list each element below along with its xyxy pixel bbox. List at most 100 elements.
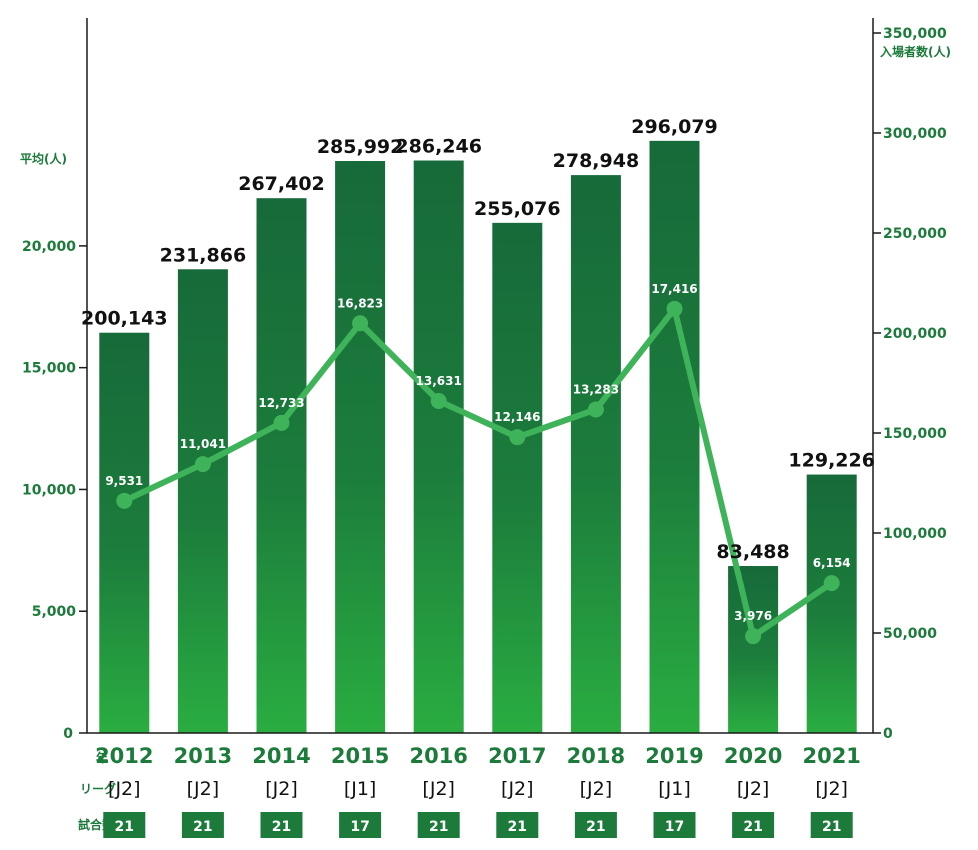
league-label: [J1]	[344, 778, 377, 800]
league-label: [J2]	[265, 778, 298, 800]
bar-value-label: 231,866	[160, 244, 247, 266]
average-point-2013	[194, 456, 211, 473]
games-count: 21	[429, 819, 448, 835]
bar-value-label: 129,226	[788, 450, 875, 472]
games-count: 21	[586, 819, 605, 835]
bars-layer	[99, 140, 857, 734]
games-badge	[260, 812, 303, 838]
average-value-label: 9,531	[105, 474, 143, 488]
right-tick-label: 0	[883, 726, 893, 742]
games-badge	[810, 812, 853, 838]
bar-2013	[177, 269, 228, 733]
right-tick-label: 100,000	[883, 526, 947, 542]
left-axis-title: 平均(人)	[20, 151, 67, 166]
average-value-label: 6,154	[813, 556, 851, 570]
league-label: [J2]	[737, 778, 770, 800]
right-tick-label: 200,000	[883, 326, 947, 342]
games-badge	[732, 812, 775, 838]
left-tick-label: 20,000	[22, 239, 76, 255]
left-tick-label: 0	[63, 726, 73, 742]
average-value-label: 13,283	[573, 382, 619, 396]
games-count: 17	[350, 819, 369, 835]
bar-2012	[99, 332, 150, 733]
league-label: [J2]	[422, 778, 455, 800]
league-label: [J2]	[501, 778, 534, 800]
left-tick-label: 15,000	[22, 361, 76, 377]
bar-2021	[806, 474, 857, 733]
bar-2018	[570, 175, 621, 733]
league-label: [J1]	[658, 778, 691, 800]
games-count: 21	[272, 819, 291, 835]
average-value-label: 17,416	[651, 282, 697, 296]
games-badge	[496, 812, 539, 838]
average-point-2012	[116, 492, 133, 509]
average-value-label: 13,631	[416, 374, 462, 388]
year-label: 2017	[488, 744, 546, 768]
games-count: 21	[193, 819, 212, 835]
average-value-label: 12,733	[258, 396, 304, 410]
league-label: [J2]	[580, 778, 613, 800]
bar-value-label: 83,488	[716, 541, 789, 563]
year-label: 2016	[409, 744, 467, 768]
games-badge	[103, 812, 146, 838]
right-tick-label: 300,000	[883, 126, 947, 142]
average-point-2016	[430, 393, 447, 410]
bottom-rows: 年 リーグ 試合数 2012[J2]212013[J2]212014[J2]21…	[78, 744, 861, 838]
year-label: 2013	[174, 744, 232, 768]
bar-2019	[649, 140, 700, 734]
games-count: 21	[822, 819, 841, 835]
average-point-2015	[352, 315, 369, 332]
bar-value-label: 286,246	[395, 136, 482, 158]
average-value-label: 16,823	[337, 296, 383, 310]
league-label: [J2]	[815, 778, 848, 800]
bar-2014	[256, 198, 307, 734]
average-line	[123, 305, 834, 640]
year-label: 2014	[252, 744, 310, 768]
bar-2015	[335, 161, 386, 734]
right-tick-label: 150,000	[883, 426, 947, 442]
games-count: 21	[743, 819, 762, 835]
average-line-layer	[116, 300, 840, 645]
bar-value-label: 255,076	[474, 198, 561, 220]
average-point-2021	[823, 575, 840, 592]
games-badge	[339, 812, 382, 838]
average-point-2017	[509, 429, 526, 446]
games-badge	[181, 812, 224, 838]
games-badge	[417, 812, 460, 838]
average-value-label: 11,041	[180, 437, 226, 451]
year-label: 2012	[95, 744, 153, 768]
games-badge	[653, 812, 696, 838]
bar-2017	[492, 222, 543, 733]
bar-value-label: 267,402	[238, 173, 325, 195]
year-label: 2020	[724, 744, 782, 768]
average-value-label: 12,146	[494, 410, 540, 424]
left-tick-label: 5,000	[32, 604, 77, 620]
league-label: [J2]	[108, 778, 141, 800]
games-count: 21	[115, 819, 134, 835]
bar-value-label: 296,079	[631, 116, 718, 138]
average-value-label: 3,976	[734, 609, 772, 623]
left-tick-label: 10,000	[22, 482, 76, 498]
year-label: 2019	[645, 744, 703, 768]
bar-value-label: 285,992	[317, 136, 404, 158]
row-label-league: リーグ	[80, 781, 116, 796]
right-axis-title: 入場者数(人)	[880, 44, 951, 59]
league-label: [J2]	[187, 778, 220, 800]
games-count: 17	[665, 819, 684, 835]
year-label: 2018	[567, 744, 625, 768]
bar-value-label: 278,948	[553, 150, 640, 172]
year-label: 2021	[802, 744, 860, 768]
right-tick-label: 50,000	[883, 626, 937, 642]
games-count: 21	[508, 819, 527, 835]
right-tick-label: 250,000	[883, 226, 947, 242]
bar-2016	[413, 160, 464, 733]
average-point-2018	[587, 401, 604, 418]
average-point-2014	[273, 414, 290, 431]
ticks-layer: 0 5,000 10,000 15,000 20,000 0 50,000 100,000 15…	[22, 26, 947, 742]
bar-2020	[728, 566, 779, 733]
right-tick-label: 350,000	[883, 26, 947, 42]
row-label-year: 年	[96, 750, 108, 765]
average-point-2020	[745, 628, 762, 645]
